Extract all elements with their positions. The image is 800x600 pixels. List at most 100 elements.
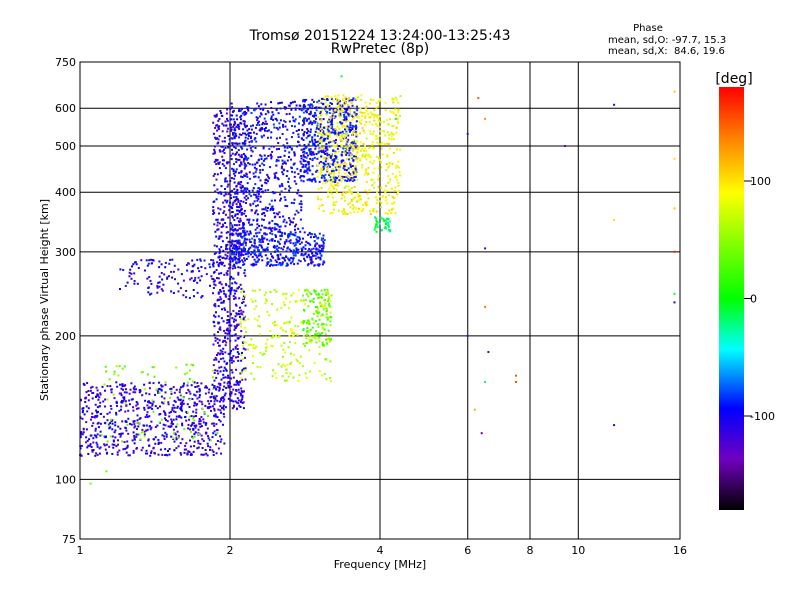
data-point	[109, 422, 112, 425]
data-point	[117, 374, 120, 377]
data-point	[255, 140, 258, 143]
data-point	[313, 177, 316, 180]
data-point	[172, 270, 175, 273]
data-point	[214, 315, 217, 318]
data-point	[192, 364, 195, 367]
data-point	[321, 314, 324, 317]
data-point	[191, 423, 194, 426]
data-point	[303, 103, 306, 106]
data-point	[235, 168, 238, 171]
data-point	[351, 165, 354, 167]
data-point	[244, 348, 247, 351]
data-point	[219, 262, 222, 264]
data-point	[395, 164, 398, 167]
data-point	[162, 283, 165, 286]
data-point	[217, 192, 220, 195]
data-point	[222, 388, 225, 391]
data-point	[246, 238, 249, 241]
data-point	[244, 132, 246, 135]
data-point	[223, 394, 226, 397]
data-point	[235, 389, 238, 392]
data-point	[138, 421, 141, 424]
data-point	[218, 387, 221, 390]
data-point	[219, 281, 222, 284]
data-point	[388, 220, 391, 223]
data-point	[348, 97, 351, 100]
data-point	[270, 263, 273, 266]
data-point	[251, 189, 254, 192]
data-point	[328, 132, 331, 135]
data-point	[218, 248, 221, 251]
data-point	[352, 132, 354, 134]
data-point	[186, 453, 189, 456]
data-point	[309, 370, 312, 373]
data-point	[181, 401, 184, 404]
data-point	[322, 305, 325, 308]
data-point	[226, 251, 229, 254]
data-point	[351, 124, 354, 127]
x-tick-label: 16	[673, 544, 687, 557]
data-point	[192, 410, 195, 413]
data-point	[389, 118, 392, 121]
data-point	[169, 396, 172, 399]
data-point	[323, 328, 326, 331]
data-point	[324, 358, 327, 361]
data-point	[376, 141, 379, 144]
data-point	[92, 422, 95, 425]
data-point	[178, 388, 181, 391]
data-point	[311, 180, 313, 183]
data-point	[258, 252, 261, 255]
data-point	[377, 118, 380, 121]
data-point	[265, 126, 267, 129]
data-point	[515, 381, 517, 383]
plot-frame	[79, 61, 681, 540]
data-point	[217, 263, 220, 266]
data-point	[220, 172, 223, 175]
data-point	[142, 430, 144, 433]
data-point	[232, 168, 235, 171]
data-point	[331, 140, 334, 143]
data-point	[239, 320, 242, 323]
data-point	[219, 191, 222, 194]
data-point	[286, 263, 289, 266]
data-point	[237, 149, 240, 152]
data-point	[397, 101, 400, 104]
data-point	[317, 256, 320, 259]
data-point	[230, 197, 233, 200]
data-point	[229, 266, 232, 269]
data-point	[320, 155, 323, 158]
data-point	[254, 126, 257, 129]
data-point	[263, 226, 266, 229]
data-point	[356, 96, 359, 99]
data-point	[484, 305, 487, 308]
data-point	[348, 154, 351, 157]
data-point	[158, 421, 161, 424]
data-point	[345, 118, 348, 121]
data-point	[215, 159, 218, 162]
data-point	[336, 184, 339, 187]
data-point	[187, 450, 190, 453]
data-point	[129, 388, 132, 391]
data-point	[99, 430, 102, 433]
data-point	[379, 130, 382, 133]
data-point	[152, 446, 155, 449]
data-point	[313, 289, 316, 292]
data-point	[145, 452, 147, 455]
data-point	[300, 195, 303, 198]
data-point	[397, 122, 399, 124]
data-point	[277, 156, 280, 159]
data-point	[360, 210, 363, 213]
data-point	[288, 259, 291, 262]
data-point	[280, 235, 283, 237]
data-point	[344, 128, 346, 131]
data-point	[358, 145, 361, 148]
data-point	[240, 371, 243, 374]
data-point	[328, 296, 330, 299]
data-point	[302, 99, 305, 101]
data-point	[323, 299, 326, 302]
data-point	[338, 115, 341, 118]
data-point	[252, 172, 255, 175]
data-point	[216, 432, 219, 435]
data-point	[282, 173, 285, 176]
data-point	[360, 149, 363, 152]
